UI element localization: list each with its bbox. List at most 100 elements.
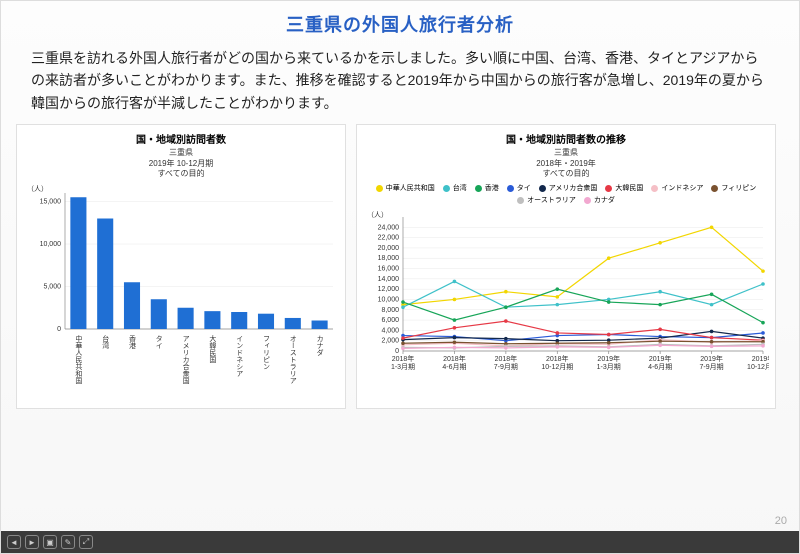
- legend-dot-icon: [517, 197, 524, 204]
- series-marker: [504, 320, 508, 324]
- bar: [312, 321, 328, 330]
- series-marker: [453, 280, 457, 284]
- series-marker: [658, 290, 662, 294]
- legend-item: 中華人民共和国: [376, 183, 435, 193]
- legend-item: フィリピン: [711, 183, 756, 193]
- svg-text:中華人民共和国: 中華人民共和国: [75, 335, 83, 386]
- svg-text:14,000: 14,000: [378, 276, 400, 283]
- body-paragraph: 三重県を訪れる外国人旅行者がどの国から来ているかを示しました。多い順に中国、台湾…: [1, 37, 799, 120]
- bar: [70, 198, 86, 330]
- svg-text:2018年: 2018年: [546, 354, 569, 363]
- bar: [178, 308, 194, 329]
- series-marker: [504, 290, 508, 294]
- svg-text:16,000: 16,000: [378, 266, 400, 273]
- legend-dot-icon: [376, 185, 383, 192]
- series-marker: [401, 337, 405, 341]
- legend-dot-icon: [443, 185, 450, 192]
- series-marker: [710, 340, 714, 344]
- legend-item: 台湾: [443, 183, 467, 193]
- svg-text:2019年: 2019年: [752, 354, 769, 363]
- svg-text:2019年: 2019年: [700, 354, 723, 363]
- svg-text:7-9月期: 7-9月期: [494, 363, 518, 371]
- svg-text:2019年: 2019年: [597, 354, 620, 363]
- series-line: [403, 289, 763, 323]
- legend-dot-icon: [584, 197, 591, 204]
- legend-dot-icon: [475, 185, 482, 192]
- bar: [204, 311, 220, 329]
- legend-dot-icon: [507, 185, 514, 192]
- svg-text:10-12月期: 10-12月期: [747, 363, 769, 371]
- svg-text:7-9月期: 7-9月期: [700, 363, 724, 371]
- series-marker: [504, 306, 508, 310]
- svg-text:インドネシア: インドネシア: [236, 335, 244, 377]
- legend-dot-icon: [651, 185, 658, 192]
- series-marker: [761, 344, 765, 348]
- svg-text:5,000: 5,000: [43, 284, 61, 291]
- series-marker: [658, 344, 662, 348]
- svg-text:（人）: （人）: [367, 211, 388, 219]
- prev-button[interactable]: ◄: [7, 535, 21, 549]
- series-marker: [401, 301, 405, 305]
- legend-label: アメリカ合衆国: [549, 183, 598, 193]
- series-marker: [607, 333, 611, 337]
- svg-text:1-3月期: 1-3月期: [391, 363, 415, 371]
- line-chart-sub1: 三重県: [365, 148, 767, 158]
- bar: [97, 219, 113, 330]
- fullscreen-button[interactable]: ⤢: [79, 535, 93, 549]
- edit-button[interactable]: ✎: [61, 535, 75, 549]
- series-marker: [607, 301, 611, 305]
- legend-item: アメリカ合衆国: [539, 183, 598, 193]
- series-line: [403, 228, 763, 305]
- legend-item: オーストラリア: [517, 195, 576, 205]
- series-line: [403, 332, 763, 341]
- series-marker: [761, 321, 765, 325]
- legend-label: オーストラリア: [527, 195, 576, 205]
- svg-text:24,000: 24,000: [378, 225, 400, 232]
- chart-row: 国・地域別訪問者数 三重県 2019年 10-12月期 すべての目的 05,00…: [1, 120, 799, 409]
- series-marker: [607, 346, 611, 350]
- bar: [258, 314, 274, 329]
- series-marker: [607, 257, 611, 261]
- series-marker: [710, 226, 714, 230]
- bar: [124, 283, 140, 330]
- grid-button[interactable]: ▣: [43, 535, 57, 549]
- svg-text:4-6月期: 4-6月期: [442, 363, 466, 371]
- svg-text:台湾: 台湾: [102, 335, 110, 351]
- svg-text:2018年: 2018年: [392, 354, 415, 363]
- legend-label: 中華人民共和国: [386, 183, 435, 193]
- svg-text:2018年: 2018年: [443, 354, 466, 363]
- slide: 三重県の外国人旅行者分析 三重県を訪れる外国人旅行者がどの国から来ているかを示し…: [0, 0, 800, 554]
- legend-label: 香港: [485, 183, 499, 193]
- svg-text:4-6月期: 4-6月期: [648, 363, 672, 371]
- svg-text:20,000: 20,000: [378, 245, 400, 252]
- line-chart-title: 国・地域別訪問者数の推移: [365, 131, 767, 146]
- series-marker: [710, 293, 714, 297]
- legend-item: 香港: [475, 183, 499, 193]
- legend-dot-icon: [605, 185, 612, 192]
- series-marker: [453, 298, 457, 302]
- series-marker: [504, 346, 508, 350]
- series-marker: [658, 340, 662, 344]
- svg-text:2,000: 2,000: [381, 338, 399, 345]
- series-marker: [761, 332, 765, 336]
- svg-text:4,000: 4,000: [381, 328, 399, 335]
- series-marker: [555, 332, 559, 336]
- legend-label: 大韓民国: [615, 183, 643, 193]
- page-title: 三重県の外国人旅行者分析: [1, 1, 799, 37]
- bar-chart-sub2: 2019年 10-12月期: [25, 159, 337, 169]
- page-number: 20: [775, 515, 787, 527]
- bar: [151, 300, 167, 330]
- next-button[interactable]: ►: [25, 535, 39, 549]
- series-marker: [453, 346, 457, 350]
- series-marker: [453, 326, 457, 330]
- line-chart-legend: 中華人民共和国台湾香港タイアメリカ合衆国大韓民国インドネシアフィリピンオーストラ…: [365, 179, 767, 209]
- series-marker: [555, 295, 559, 299]
- svg-text:タイ: タイ: [155, 335, 163, 349]
- svg-text:1-3月期: 1-3月期: [597, 363, 621, 371]
- svg-text:6,000: 6,000: [381, 317, 399, 324]
- series-marker: [761, 283, 765, 287]
- legend-dot-icon: [711, 185, 718, 192]
- legend-item: タイ: [507, 183, 531, 193]
- svg-text:0: 0: [395, 348, 399, 355]
- bar-chart-sub3: すべての目的: [25, 169, 337, 179]
